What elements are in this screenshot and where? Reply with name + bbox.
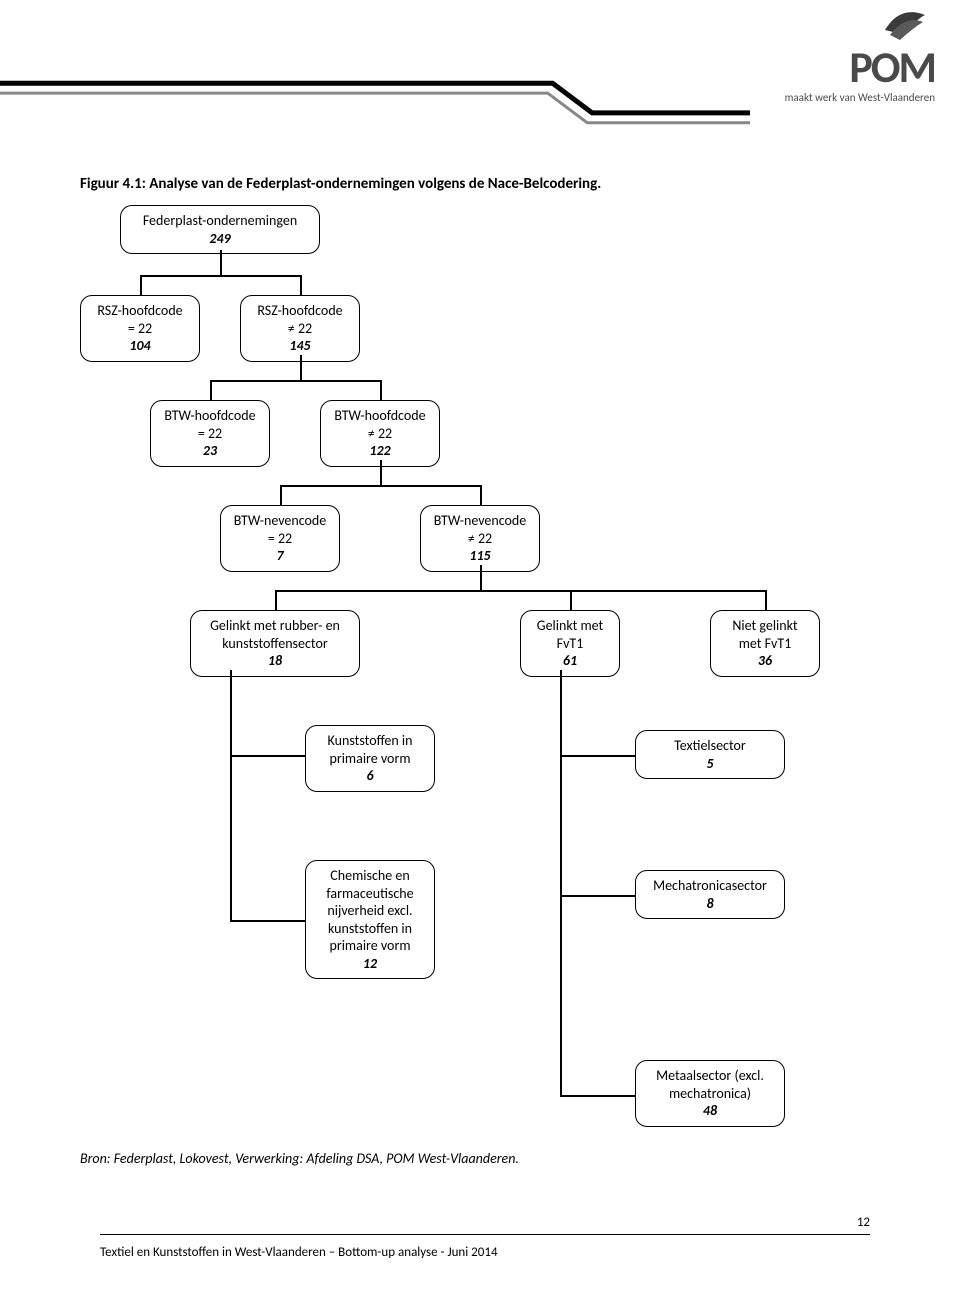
node-value: 122 [325,442,435,460]
node-btwn-eq: BTW-nevencode = 22 7 [220,505,340,572]
node-label: kunststoffensector [195,635,355,653]
node-label: FvT1 [525,635,615,653]
node-label: BTW-hoofdcode [155,407,265,425]
page-number: 12 [857,1215,870,1230]
node-value: 115 [425,547,535,565]
node-value: 23 [155,442,265,460]
node-label: Kunststoffen in [310,732,430,750]
footer-divider [100,1234,870,1235]
node-btwh-eq: BTW-hoofdcode = 22 23 [150,400,270,467]
node-mechatronica: Mechatronicasector 8 [635,870,785,919]
node-chemische: Chemische en farmaceutische nijverheid e… [305,860,435,979]
node-value: 6 [310,767,430,785]
node-label: ≠ 22 [325,425,435,443]
node-value: 5 [640,755,780,773]
node-btwn-ne: BTW-nevencode ≠ 22 115 [420,505,540,572]
node-label: = 22 [155,425,265,443]
node-value: 104 [85,337,195,355]
node-label: ≠ 22 [245,320,355,338]
logo-text: POM [785,45,935,89]
source-citation: Bron: Federplast, Lokovest, Verwerking: … [80,1150,519,1167]
node-value: 61 [525,652,615,670]
node-label: Gelinkt met [525,617,615,635]
node-label: RSZ-hoofdcode [245,302,355,320]
node-fvt1: Gelinkt met FvT1 61 [520,610,620,677]
node-label: Gelinkt met rubber- en [195,617,355,635]
tree-diagram: Federplast-ondernemingen 249 RSZ-hoofdco… [80,200,900,1160]
node-label: nijverheid excl. [310,902,430,920]
node-kunststoffen: Kunststoffen in primaire vorm 6 [305,725,435,792]
header-divider-icon [0,75,750,130]
node-label: BTW-nevencode [225,512,335,530]
node-label: primaire vorm [310,937,430,955]
node-label: BTW-nevencode [425,512,535,530]
node-label: kunststoffen in [310,920,430,938]
node-label: Textielsector [640,737,780,755]
node-value: 249 [125,230,315,248]
node-value: 18 [195,652,355,670]
node-rubber: Gelinkt met rubber- en kunststoffensecto… [190,610,360,677]
node-label: Metaalsector (excl. [640,1067,780,1085]
node-label: Chemische en [310,867,430,885]
node-textiel: Textielsector 5 [635,730,785,779]
node-label: BTW-hoofdcode [325,407,435,425]
node-btwh-ne: BTW-hoofdcode ≠ 22 122 [320,400,440,467]
node-value: 12 [310,955,430,973]
footer-text: Textiel en Kunststoffen in West-Vlaander… [100,1245,498,1260]
node-label: = 22 [85,320,195,338]
node-value: 48 [640,1102,780,1120]
node-label: RSZ-hoofdcode [85,302,195,320]
page-header: POM maakt werk van West-Vlaanderen [0,0,960,130]
node-label: mechatronica) [640,1085,780,1103]
node-label: Mechatronicasector [640,877,780,895]
logo-tagline: maakt werk van West-Vlaanderen [785,91,935,104]
node-label: Niet gelinkt [715,617,815,635]
node-value: 8 [640,895,780,913]
node-rsz-eq: RSZ-hoofdcode = 22 104 [80,295,200,362]
node-metaal: Metaalsector (excl. mechatronica) 48 [635,1060,785,1127]
node-label: Federplast-ondernemingen [125,212,315,230]
logo: POM maakt werk van West-Vlaanderen [785,10,935,104]
node-value: 145 [245,337,355,355]
node-root: Federplast-ondernemingen 249 [120,205,320,254]
node-label: ≠ 22 [425,530,535,548]
node-rsz-ne: RSZ-hoofdcode ≠ 22 145 [240,295,360,362]
node-niet-fvt1: Niet gelinkt met FvT1 36 [710,610,820,677]
node-value: 7 [225,547,335,565]
figure-title: Figuur 4.1: Analyse van de Federplast-on… [80,175,601,193]
node-label: met FvT1 [715,635,815,653]
node-label: farmaceutische [310,885,430,903]
node-label: = 22 [225,530,335,548]
node-label: primaire vorm [310,750,430,768]
node-value: 36 [715,652,815,670]
